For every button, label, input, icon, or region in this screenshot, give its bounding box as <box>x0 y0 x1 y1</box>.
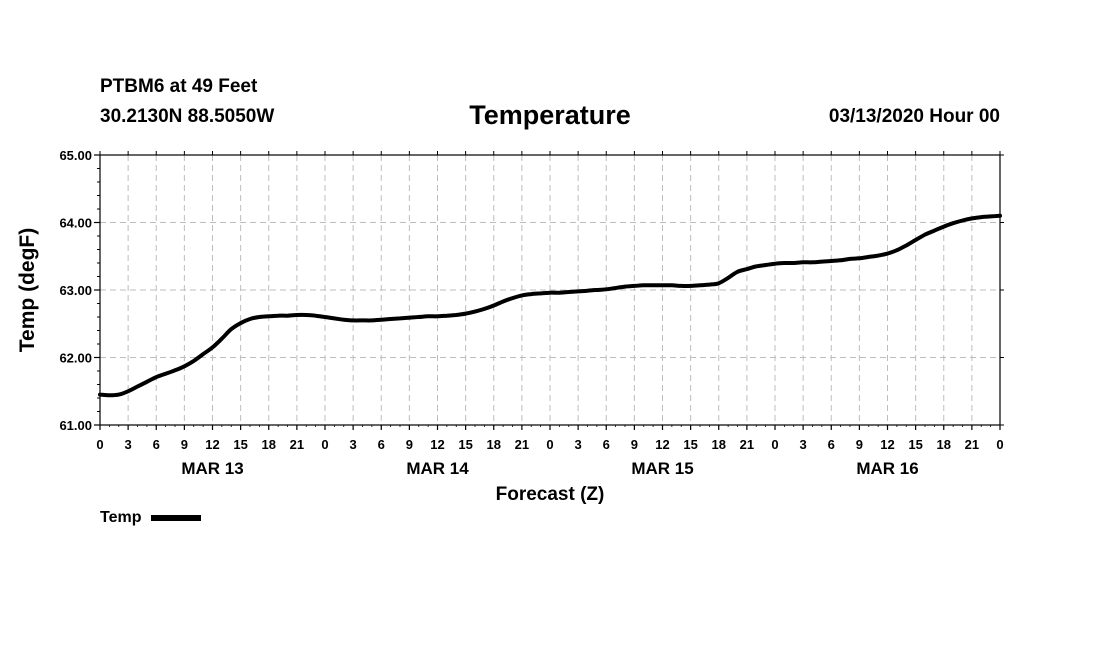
x-tick-label: 21 <box>965 437 979 452</box>
x-tick-label: 12 <box>205 437 219 452</box>
legend-line-swatch <box>151 515 202 521</box>
grid-lines <box>100 155 1000 425</box>
plot-frame <box>99 154 1001 426</box>
day-label: MAR 13 <box>181 459 243 478</box>
forecast-datetime: 03/13/2020 Hour 00 <box>828 106 1000 127</box>
x-tick-label: 12 <box>655 437 669 452</box>
x-tick-label: 18 <box>262 437 276 452</box>
x-tick-label: 3 <box>575 437 582 452</box>
day-label: MAR 16 <box>856 459 918 478</box>
x-tick-label: 12 <box>430 437 444 452</box>
temp-series-line <box>98 213 1002 398</box>
y-tick-label: 63.00 <box>59 283 92 298</box>
y-axis-title: Temp (degF) <box>16 228 39 352</box>
x-tick-label: 0 <box>771 437 778 452</box>
x-tick-label: 18 <box>487 437 501 452</box>
y-tick-label: 65.00 <box>59 148 92 163</box>
x-tick-label: 9 <box>406 437 413 452</box>
tick-labels: 61.00 62.00 63.00 64.00 65.00 0 3 6 9 12 15 18 21 0 3 6… <box>59 148 1003 478</box>
x-tick-label: 15 <box>458 437 472 452</box>
x-tick-label: 3 <box>125 437 132 452</box>
x-tick-label: 0 <box>546 437 553 452</box>
x-tick-label: 21 <box>515 437 529 452</box>
x-tick-label: 0 <box>96 437 103 452</box>
station-coordinates: 30.2130N 88.5050W <box>100 106 275 127</box>
x-tick-label: 3 <box>800 437 807 452</box>
x-tick-label: 6 <box>603 437 610 452</box>
x-tick-label: 15 <box>683 437 697 452</box>
station-name: PTBM6 at 49 Feet <box>100 76 258 97</box>
x-tick-label: 18 <box>937 437 951 452</box>
x-tick-label: 12 <box>880 437 894 452</box>
x-tick-label: 0 <box>996 437 1003 452</box>
axis-ticks <box>94 151 1004 430</box>
x-tick-label: 15 <box>908 437 922 452</box>
legend-label: Temp <box>100 509 142 526</box>
x-tick-label: 9 <box>181 437 188 452</box>
x-tick-label: 9 <box>631 437 638 452</box>
y-tick-label: 64.00 <box>59 216 92 231</box>
x-tick-label: 0 <box>321 437 328 452</box>
y-tick-label: 61.00 <box>59 418 92 433</box>
x-axis-title: Forecast (Z) <box>496 484 605 505</box>
series-layer <box>98 213 1002 398</box>
legend: Temp <box>100 509 202 527</box>
x-tick-label: 21 <box>740 437 754 452</box>
x-tick-label: 6 <box>378 437 385 452</box>
chart-title: Temperature <box>469 100 631 130</box>
y-tick-label: 62.00 <box>59 351 92 366</box>
x-tick-label: 15 <box>233 437 247 452</box>
x-tick-label: 3 <box>350 437 357 452</box>
day-label: MAR 14 <box>406 459 469 478</box>
x-tick-label: 9 <box>856 437 863 452</box>
x-tick-label: 6 <box>153 437 160 452</box>
x-tick-label: 18 <box>712 437 726 452</box>
x-tick-label: 21 <box>290 437 304 452</box>
day-label: MAR 15 <box>631 459 693 478</box>
x-tick-label: 6 <box>828 437 835 452</box>
